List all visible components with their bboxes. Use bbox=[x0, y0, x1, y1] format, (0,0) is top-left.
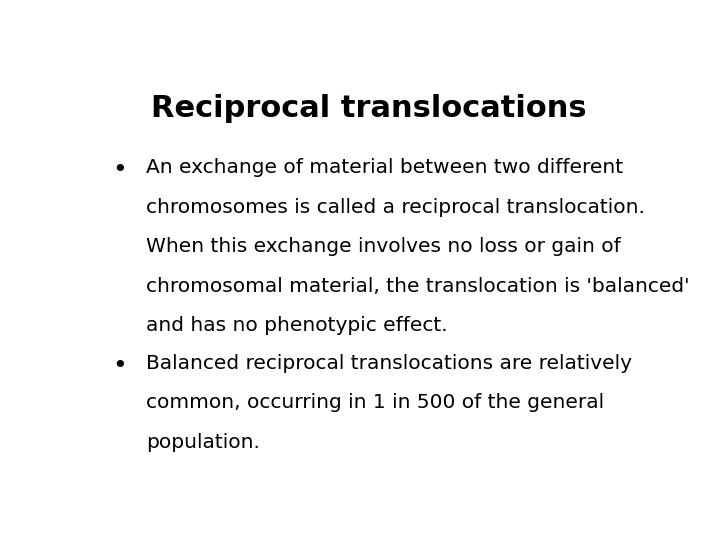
Text: chromosomal material, the translocation is 'balanced': chromosomal material, the translocation … bbox=[145, 277, 689, 296]
Text: population.: population. bbox=[145, 433, 260, 452]
Text: When this exchange involves no loss or gain of: When this exchange involves no loss or g… bbox=[145, 238, 621, 256]
Text: Balanced reciprocal translocations are relatively: Balanced reciprocal translocations are r… bbox=[145, 354, 632, 373]
Text: common, occurring in 1 in 500 of the general: common, occurring in 1 in 500 of the gen… bbox=[145, 393, 604, 412]
Text: Reciprocal translocations: Reciprocal translocations bbox=[151, 94, 587, 123]
Text: An exchange of material between two different: An exchange of material between two diff… bbox=[145, 158, 623, 177]
Text: chromosomes is called a reciprocal translocation.: chromosomes is called a reciprocal trans… bbox=[145, 198, 644, 217]
Text: and has no phenotypic effect.: and has no phenotypic effect. bbox=[145, 316, 447, 335]
Text: •: • bbox=[112, 158, 127, 183]
Text: •: • bbox=[112, 354, 127, 378]
